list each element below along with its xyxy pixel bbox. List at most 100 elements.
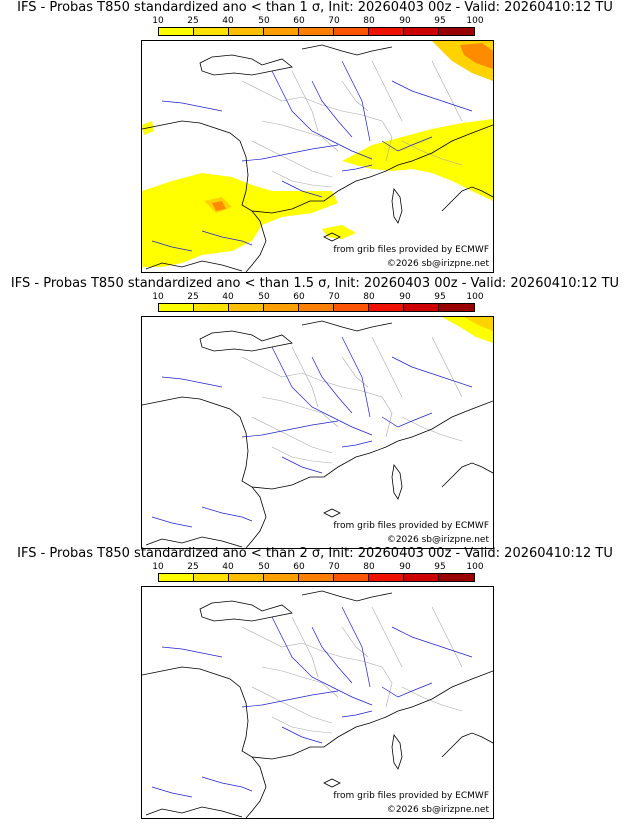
- region-border: [401, 686, 463, 712]
- colorbar: [158, 303, 475, 312]
- colorbar-labels: 10 25 40 50 60 70 80 90 95 100: [152, 16, 483, 26]
- colorbar: [158, 573, 475, 582]
- river-line: [161, 646, 223, 658]
- colorbar-label: 80: [363, 292, 375, 302]
- river-line: [151, 786, 193, 798]
- river-line: [241, 420, 339, 438]
- region-border: [431, 606, 463, 668]
- basemap: [142, 320, 493, 548]
- colorbar-cell: [439, 304, 475, 311]
- map-svg: [142, 590, 493, 818]
- river-line: [281, 456, 323, 474]
- panel-title: IFS - Probas T850 standardized ano < tha…: [17, 546, 613, 561]
- region-border: [371, 60, 403, 122]
- colorbar-label: 95: [434, 292, 446, 302]
- colorbar-label: 40: [222, 16, 234, 26]
- colorbar-cell: [159, 28, 194, 35]
- colorbar-cell: [264, 574, 300, 581]
- river-line: [391, 80, 473, 112]
- source-credit: from grib files provided by ECMWF: [333, 791, 489, 801]
- river-line: [341, 710, 373, 718]
- river-line: [381, 136, 433, 152]
- coastline: [142, 396, 493, 490]
- colorbar-label: 100: [466, 16, 484, 26]
- colorbar-cell: [193, 28, 229, 35]
- region-border: [241, 80, 393, 162]
- colorbar-cell: [264, 28, 300, 35]
- coastline: [145, 806, 243, 818]
- coastline: [245, 210, 267, 272]
- river-line: [341, 164, 373, 172]
- coastline: [199, 330, 293, 352]
- colorbar-labels: 10 25 40 50 60 70 80 90 95 100: [152, 562, 483, 572]
- colorbar-cell: [193, 574, 229, 581]
- river-line: [281, 726, 323, 744]
- coastline: [301, 590, 393, 602]
- colorbar-cell: [333, 574, 369, 581]
- colorbar-label: 80: [363, 562, 375, 572]
- river-line: [281, 180, 323, 198]
- river-line: [381, 412, 433, 428]
- colorbar-label: 80: [363, 16, 375, 26]
- probability-shading: [442, 317, 493, 343]
- region-border: [371, 606, 403, 668]
- region-border: [341, 356, 369, 388]
- colorbar-labels: 10 25 40 50 60 70 80 90 95 100: [152, 292, 483, 302]
- coastline: [301, 320, 393, 332]
- region-border: [431, 60, 463, 122]
- basemap: [142, 590, 493, 818]
- river-line: [341, 60, 371, 142]
- river-line: [161, 376, 223, 388]
- colorbar-label: 60: [293, 562, 305, 572]
- colorbar-cell: [159, 574, 194, 581]
- river-line: [201, 776, 253, 792]
- river-line: [311, 356, 353, 414]
- coastline: [391, 734, 403, 770]
- colorbar-label: 95: [434, 16, 446, 26]
- map-svg: [142, 41, 493, 272]
- colorbar-cell: [228, 574, 265, 581]
- coastline: [323, 232, 341, 242]
- coastline: [199, 54, 293, 76]
- river-line: [241, 144, 339, 162]
- colorbar-label: 40: [222, 562, 234, 572]
- copyright-credit: ©2026 sb@irizpne.net: [386, 259, 489, 269]
- coastline: [323, 508, 341, 518]
- basemap: [142, 44, 493, 272]
- coastline: [391, 188, 403, 224]
- coastline: [142, 666, 493, 760]
- map-frame: from grib files provided by ECMWF ©2026 …: [141, 40, 494, 273]
- colorbar-label: 25: [187, 16, 199, 26]
- region-border: [241, 626, 393, 708]
- colorbar-cell: [299, 304, 334, 311]
- probability-area: [142, 173, 338, 267]
- colorbar-label: 60: [293, 16, 305, 26]
- coastline: [391, 464, 403, 500]
- colorbar-label: 50: [258, 16, 270, 26]
- region-border: [261, 666, 339, 698]
- source-credit: from grib files provided by ECMWF: [333, 245, 489, 255]
- colorbar-cell: [404, 28, 440, 35]
- river-line: [341, 336, 371, 418]
- river-line: [311, 626, 353, 684]
- colorbar-label: 60: [293, 292, 305, 302]
- colorbar-cell: [193, 304, 229, 311]
- colorbar-label: 100: [466, 562, 484, 572]
- colorbar-label: 70: [328, 562, 340, 572]
- colorbar-cell: [264, 304, 300, 311]
- colorbar-label: 25: [187, 292, 199, 302]
- region-border: [241, 356, 393, 438]
- map-svg: [142, 317, 493, 548]
- region-border: [291, 70, 319, 132]
- colorbar-cell: [333, 304, 369, 311]
- river-line: [271, 346, 373, 436]
- coastline: [441, 462, 493, 488]
- colorbar-label: 100: [466, 292, 484, 302]
- coastline: [301, 44, 393, 56]
- colorbar-cell: [159, 304, 194, 311]
- panel-title: IFS - Probas T850 standardized ano < tha…: [10, 276, 620, 291]
- colorbar-label: 10: [152, 292, 164, 302]
- region-border: [401, 416, 463, 442]
- coastline: [145, 536, 243, 548]
- region-border: [261, 120, 339, 152]
